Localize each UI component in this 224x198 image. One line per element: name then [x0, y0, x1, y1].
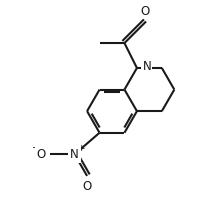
Text: N: N — [70, 148, 79, 161]
Text: O: O — [36, 148, 45, 161]
Text: O: O — [82, 180, 92, 193]
Text: O: O — [36, 148, 45, 161]
Text: O: O — [140, 5, 149, 18]
Text: N: N — [142, 60, 151, 73]
Text: N: N — [70, 148, 79, 161]
Text: O: O — [140, 5, 149, 18]
Text: N: N — [142, 60, 151, 73]
Text: +: + — [77, 144, 85, 153]
Text: O: O — [82, 180, 92, 193]
Text: −: − — [32, 143, 40, 153]
